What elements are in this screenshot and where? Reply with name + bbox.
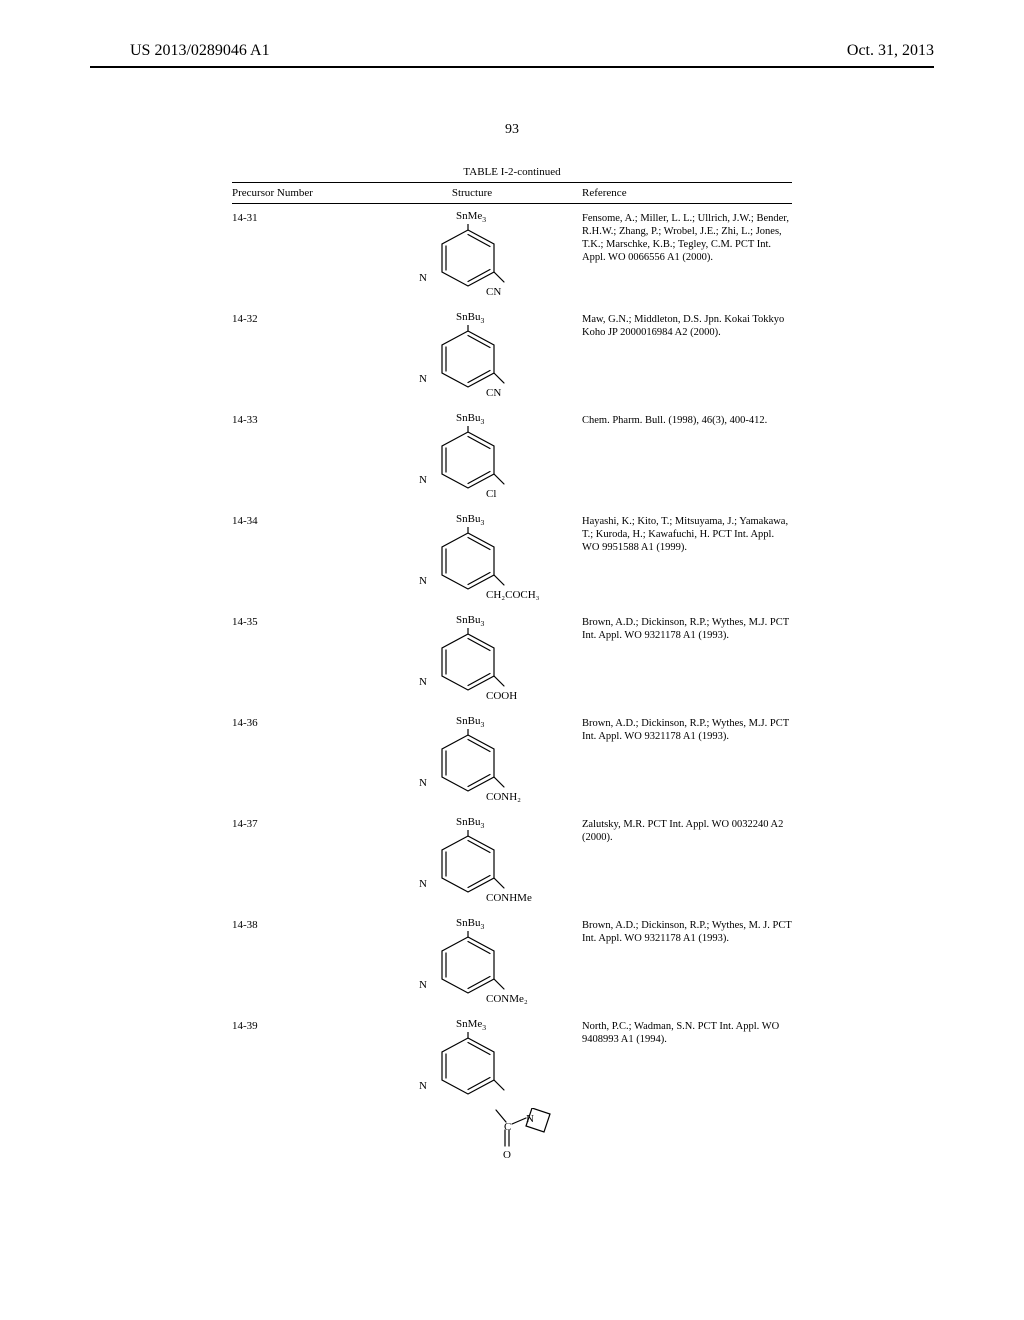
structure-cell: SnMe3 N CN — [362, 210, 582, 305]
col-header-reference: Reference — [582, 187, 792, 199]
molecule-diagram: SnMe3N C N O — [412, 1018, 532, 1148]
precursor-number: 14-39 — [232, 1018, 362, 1032]
nitrogen-label: N — [419, 272, 427, 284]
nitrogen-label: N — [419, 1080, 427, 1092]
bottom-substituent: CN — [486, 387, 501, 399]
top-substituent: SnBu3 — [456, 311, 484, 325]
precursor-number: 14-36 — [232, 715, 362, 729]
precursor-number: 14-38 — [232, 917, 362, 931]
structure-cell: SnBu3 N Cl — [362, 412, 582, 507]
header-rule — [90, 66, 934, 68]
table-row: 14-36 SnBu3 N CONH₂ Brown, A.D.; Dickinson,… — [232, 709, 792, 810]
top-substituent: SnBu3 — [456, 513, 484, 527]
structure-cell: SnBu3 N CN — [362, 311, 582, 406]
top-substituent: SnBu3 — [456, 917, 484, 931]
page-number: 93 — [0, 122, 1024, 138]
nitrogen-label: N — [419, 979, 427, 991]
precursor-number: 14-31 — [232, 210, 362, 224]
reference-text: North, P.C.; Wadman, S.N. PCT Int. Appl.… — [582, 1018, 792, 1046]
bottom-substituent: CH₂COCH₃ — [486, 589, 540, 601]
top-substituent: SnBu3 — [456, 715, 484, 729]
precursor-number: 14-35 — [232, 614, 362, 628]
publication-date: Oct. 31, 2013 — [847, 42, 934, 60]
nitrogen-label: N — [419, 575, 427, 587]
table-row: 14-32 SnBu3 N CN Maw, G.N.; Middleton, D.S.… — [232, 305, 792, 406]
structure-cell: SnBu3 N CONHMe — [362, 816, 582, 911]
col-header-precursor: Precursor Number — [232, 187, 362, 199]
table-title: TABLE I-2-continued — [232, 166, 792, 178]
svg-text:C: C — [504, 1121, 511, 1133]
structure-cell: SnBu3 N CONMe₂ — [362, 917, 582, 1012]
nitrogen-label: N — [419, 474, 427, 486]
top-substituent: SnBu3 — [456, 412, 484, 426]
page-header: US 2013/0289046 A1 Oct. 31, 2013 — [0, 0, 1024, 60]
bottom-substituent: CONMe₂ — [486, 993, 528, 1005]
structure-cell: SnMe3N C N O — [362, 1018, 582, 1148]
svg-text:O: O — [503, 1149, 511, 1161]
molecule-diagram: SnMe3 N CN — [412, 210, 532, 305]
precursor-number: 14-32 — [232, 311, 362, 325]
reference-text: Fensome, A.; Miller, L. L.; Ullrich, J.W… — [582, 210, 792, 265]
molecule-diagram: SnBu3 N COOH — [412, 614, 532, 709]
table-row: 14-38 SnBu3 N CONMe₂ Brown, A.D.; Dickinson… — [232, 911, 792, 1012]
nitrogen-label: N — [419, 676, 427, 688]
table-1-2-continued: TABLE I-2-continued Precursor Number Str… — [232, 166, 792, 1148]
bottom-substituent: CN — [486, 286, 501, 298]
table-body: 14-31SnMe3N CNFensome, A.; Miller, L. L.… — [232, 204, 792, 1148]
precursor-number: 14-33 — [232, 412, 362, 426]
top-substituent: SnMe3 — [456, 210, 486, 224]
bottom-substituent: CONH₂ — [486, 791, 521, 803]
col-header-structure: Structure — [362, 187, 582, 199]
structure-cell: SnBu3 N COOH — [362, 614, 582, 709]
reference-text: Chem. Pharm. Bull. (1998), 46(3), 400-41… — [582, 412, 792, 427]
bottom-substituent: COOH — [486, 690, 517, 702]
table-row: 14-35 SnBu3 N COOH Brown, A.D.; Dickinson, … — [232, 608, 792, 709]
reference-text: Maw, G.N.; Middleton, D.S. Jpn. Kokai To… — [582, 311, 792, 339]
structure-cell: SnBu3 N CONH₂ — [362, 715, 582, 810]
bottom-substituent: Cl — [486, 488, 496, 500]
reference-text: Hayashi, K.; Kito, T.; Mitsuyama, J.; Ya… — [582, 513, 792, 554]
molecule-diagram: SnBu3 N Cl — [412, 412, 532, 507]
molecule-diagram: SnBu3 N CONMe₂ — [412, 917, 532, 1012]
svg-text:N: N — [526, 1113, 534, 1125]
precursor-number: 14-37 — [232, 816, 362, 830]
precursor-number: 14-34 — [232, 513, 362, 527]
table-row: 14-34 SnBu3 N CH₂COCH₃ Hayashi, K.; Kito, T… — [232, 507, 792, 608]
nitrogen-label: N — [419, 878, 427, 890]
patent-number: US 2013/0289046 A1 — [130, 42, 270, 60]
reference-text: Brown, A.D.; Dickinson, R.P.; Wythes, M.… — [582, 614, 792, 642]
bottom-substituent: CONHMe — [486, 892, 532, 904]
molecule-diagram: SnBu3 N CONH₂ — [412, 715, 532, 810]
top-substituent: SnBu3 — [456, 816, 484, 830]
table-row: 14-37 SnBu3 N CONHMe Zalutsky, M.R. PCT Int… — [232, 810, 792, 911]
table-row: 14-39SnMe3N C N O North, P.C.; Wadman, S… — [232, 1012, 792, 1148]
reference-text: Brown, A.D.; Dickinson, R.P.; Wythes, M.… — [582, 917, 792, 945]
reference-text: Zalutsky, M.R. PCT Int. Appl. WO 0032240… — [582, 816, 792, 844]
table-header-row: Precursor Number Structure Reference — [232, 182, 792, 204]
table-row: 14-31 SnMe3 N CN Fensome, A.; Miller, L. L.… — [232, 204, 792, 305]
reference-text: Brown, A.D.; Dickinson, R.P.; Wythes, M.… — [582, 715, 792, 743]
top-substituent: SnBu3 — [456, 614, 484, 628]
nitrogen-label: N — [419, 373, 427, 385]
top-substituent: SnMe3 — [456, 1018, 486, 1032]
table-row: 14-33 SnBu3 N Cl Chem. Pharm. Bull. (1998),… — [232, 406, 792, 507]
structure-cell: SnBu3 N CH₂COCH₃ — [362, 513, 582, 608]
molecule-diagram: SnBu3N CH₂COCH₃ — [412, 513, 532, 608]
molecule-diagram: SnBu3 N CONHMe — [412, 816, 532, 911]
molecule-diagram: SnBu3 N CN — [412, 311, 532, 406]
nitrogen-label: N — [419, 777, 427, 789]
